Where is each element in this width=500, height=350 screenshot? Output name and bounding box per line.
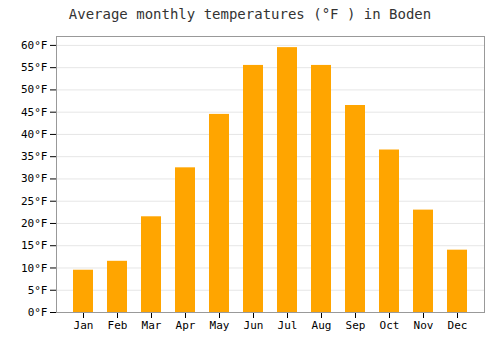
svg-text:25°F: 25°F	[21, 195, 48, 208]
svg-text:Feb: Feb	[108, 319, 128, 332]
svg-text:Aug: Aug	[312, 319, 332, 332]
svg-text:Apr: Apr	[176, 319, 196, 332]
svg-text:5°F: 5°F	[28, 284, 48, 297]
svg-text:Mar: Mar	[142, 319, 162, 332]
svg-text:20°F: 20°F	[21, 217, 48, 230]
svg-text:10°F: 10°F	[21, 262, 48, 275]
svg-text:40°F: 40°F	[21, 128, 48, 141]
svg-text:15°F: 15°F	[21, 239, 48, 252]
svg-text:Sep: Sep	[346, 319, 366, 332]
svg-text:Jan: Jan	[74, 319, 94, 332]
html-text:Average monthly temperatures (: Average monthly temperatures (°F ) in Bo…	[68, 6, 432, 22]
svg-text:50°F: 50°F	[21, 83, 48, 96]
svg-text:Dec: Dec	[448, 319, 468, 332]
svg-text:Jun: Jun	[244, 319, 264, 332]
svg-text:35°F: 35°F	[21, 150, 48, 163]
svg-text:30°F: 30°F	[21, 172, 48, 185]
svg-text:45°F: 45°F	[21, 106, 48, 119]
svg-text:55°F: 55°F	[21, 61, 48, 74]
svg-text:Oct: Oct	[380, 319, 400, 332]
svg-text:Jul: Jul	[278, 319, 298, 332]
svg-text:60°F: 60°F	[21, 39, 48, 52]
svg-text:May: May	[210, 319, 230, 332]
svg-text:0°F: 0°F	[28, 306, 48, 319]
svg-text:Nov: Nov	[414, 319, 434, 332]
